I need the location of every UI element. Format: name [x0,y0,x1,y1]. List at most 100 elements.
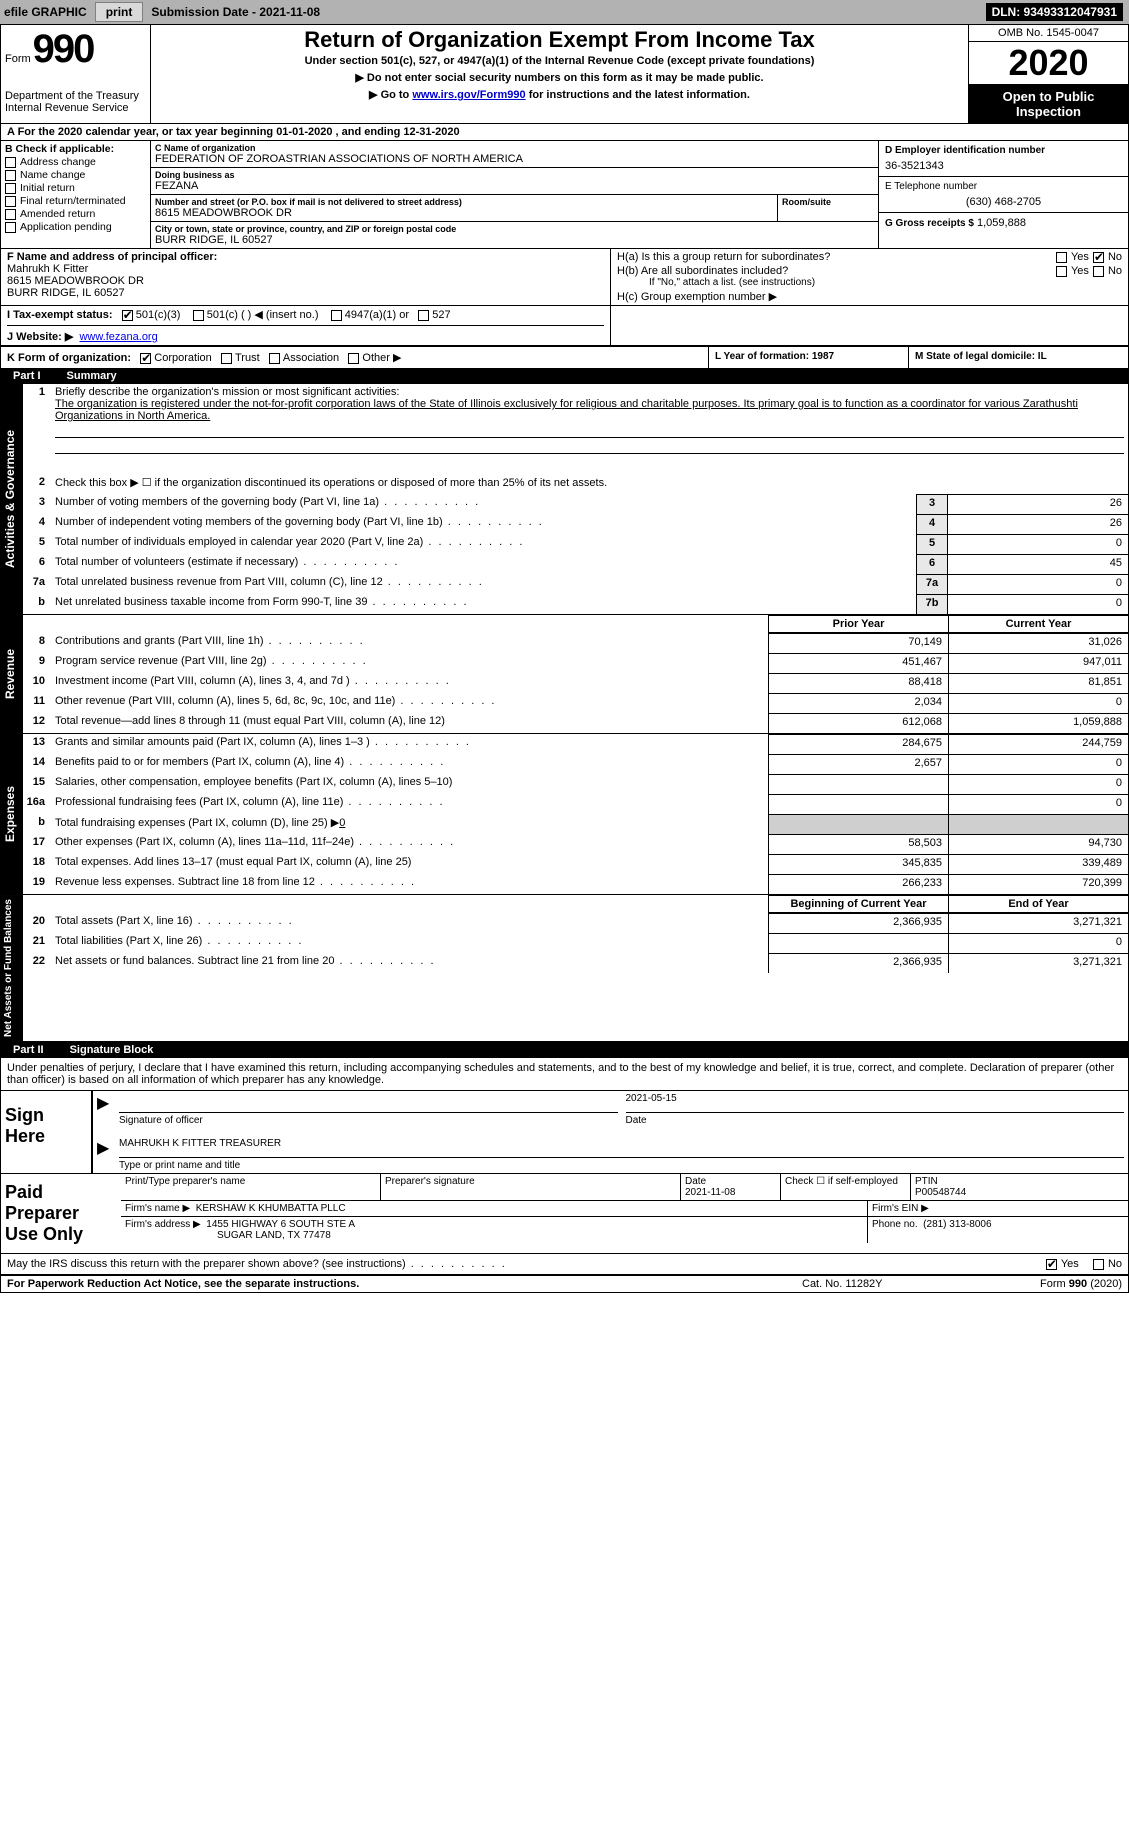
firm-phone-val: (281) 313-8006 [923,1219,991,1230]
efile-label: efile GRAPHIC [4,5,87,19]
part2-title: Signature Block [70,1044,154,1056]
ha-yes-chk[interactable] [1056,252,1067,263]
chk-final-return[interactable] [5,196,16,207]
net-col-headers: Beginning of Current Year End of Year [23,895,1128,913]
discuss-yes-chk[interactable] [1046,1259,1057,1270]
taxexempt-label: I Tax-exempt status: [7,309,113,321]
line7a-box: 7a [916,574,948,594]
line22-num: 22 [23,953,51,973]
line12-prior: 612,068 [768,713,948,733]
part2-num: Part II [7,1044,50,1056]
sign-here-block: Sign Here ▶ 2021-05-15 Signature of offi… [1,1090,1128,1173]
chk-address-change[interactable] [5,157,16,168]
line21-end: 0 [948,933,1128,953]
note-goto-pre: ▶ Go to [369,89,412,101]
chk-other[interactable] [348,353,359,364]
line3-num: 3 [23,494,51,514]
line10-curr: 81,851 [948,673,1128,693]
line20-num: 20 [23,913,51,933]
netassets-section: Net Assets or Fund Balances Beginning of… [1,895,1128,1042]
curr-year-hdr: Current Year [948,615,1128,633]
expenses-section: Expenses 13 Grants and similar amounts p… [1,734,1128,895]
line19-prior: 266,233 [768,874,948,894]
sig-officer-label: Signature of officer [119,1115,618,1126]
chk-assoc[interactable] [269,353,280,364]
sig-date-label: Date [626,1115,1125,1126]
block-m: M State of legal domicile: IL [908,346,1128,368]
chk-app-pending[interactable] [5,222,16,233]
lbl-501c3: 501(c)(3) [136,309,181,321]
line14-num: 14 [23,754,51,774]
hb-yes-chk[interactable] [1056,266,1067,277]
phone-label: E Telephone number [885,181,1122,192]
street-label: Number and street (or P.O. box if mail i… [155,197,773,207]
sig-arrow-icon: ▶ [97,1093,111,1113]
lbl-4947: 4947(a)(1) or [345,309,409,321]
open-to-public: Open to Public Inspection [969,85,1128,123]
line7b-box: 7b [916,594,948,614]
chk-527[interactable] [418,310,429,321]
line21-num: 21 [23,933,51,953]
city-label: City or town, state or province, country… [155,224,874,234]
line16a-num: 16a [23,794,51,814]
lbl-other: Other ▶ [362,352,401,364]
line21-text: Total liabilities (Part X, line 26) [51,933,768,953]
hb-no-chk[interactable] [1093,266,1104,277]
chk-501c3[interactable] [122,310,133,321]
korg-lm-row: K Form of organization: Corporation Trus… [1,346,1128,368]
line18-text: Total expenses. Add lines 13–17 (must eq… [51,854,768,874]
chk-corp[interactable] [140,353,151,364]
website-link[interactable]: www.fezana.org [79,331,157,343]
form-word: Form [5,53,31,65]
ha-no-chk[interactable] [1093,252,1104,263]
line20-text: Total assets (Part X, line 16) [51,913,768,933]
paid-preparer-block: Paid Preparer Use Only Print/Type prepar… [1,1173,1128,1254]
line11-num: 11 [23,693,51,713]
form990-link[interactable]: www.irs.gov/Form990 [412,89,525,101]
line11-curr: 0 [948,693,1128,713]
discuss-no-chk[interactable] [1093,1259,1104,1270]
net-side-label: Net Assets or Fund Balances [1,895,23,1041]
footer-right-pre: Form [1040,1278,1069,1290]
chk-trust[interactable] [221,353,232,364]
penalties-text: Under penalties of perjury, I declare th… [1,1058,1128,1090]
city-value: BURR RIDGE, IL 60527 [155,234,874,246]
chk-4947[interactable] [331,310,342,321]
lbl-trust: Trust [235,352,260,364]
chk-amended-return[interactable] [5,209,16,220]
line16b-curr-shaded [948,814,1128,834]
block-d: D Employer identification number 36-3521… [878,141,1128,248]
line16b-val: 0 [339,817,345,829]
line14-prior: 2,657 [768,754,948,774]
note-goto: ▶ Go to www.irs.gov/Form990 for instruct… [157,88,962,101]
line3-text: Number of voting members of the governin… [51,494,916,514]
line14-curr: 0 [948,754,1128,774]
phone-value: (630) 468-2705 [885,196,1122,208]
hb-label: H(b) Are all subordinates included? [617,265,1056,277]
line16a-curr: 0 [948,794,1128,814]
mission-text: The organization is registered under the… [55,398,1078,422]
lbl-amended-return: Amended return [20,208,95,220]
form-title: Return of Organization Exempt From Incom… [157,27,962,53]
line6-val: 45 [948,554,1128,574]
discuss-no-lbl: No [1108,1258,1122,1270]
line8-num: 8 [23,633,51,653]
line6-text: Total number of volunteers (estimate if … [51,554,916,574]
block-b-title: B Check if applicable: [5,143,146,155]
lbl-name-change: Name change [20,169,85,181]
block-h: H(a) Is this a group return for subordin… [611,249,1128,305]
submission-date-label: Submission Date - 2021-11-08 [151,5,320,19]
prior-year-hdr: Prior Year [768,615,948,633]
exp-side-label: Expenses [1,734,23,894]
line1-text: Briefly describe the organization's miss… [51,384,1128,474]
chk-501c[interactable] [193,310,204,321]
line9-curr: 947,011 [948,653,1128,673]
prep-name-label: Print/Type preparer's name [125,1176,376,1187]
line16b-text: Total fundraising expenses (Part IX, col… [51,814,768,834]
chk-name-change[interactable] [5,170,16,181]
rev-side-label: Revenue [1,615,23,733]
korg-label: K Form of organization: [7,352,131,364]
line19-num: 19 [23,874,51,894]
print-button[interactable]: print [95,2,144,22]
chk-initial-return[interactable] [5,183,16,194]
